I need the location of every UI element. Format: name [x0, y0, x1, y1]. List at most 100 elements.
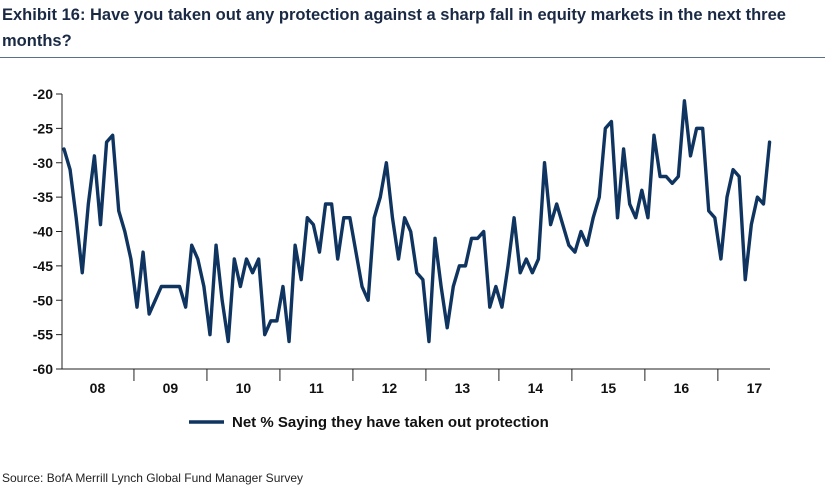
chart-title: Exhibit 16: Have you taken out any prote…: [2, 6, 786, 50]
data-point: [470, 237, 473, 240]
data-point: [111, 134, 114, 137]
data-point: [318, 250, 321, 254]
data-point: [360, 285, 364, 288]
data-point: [731, 168, 735, 171]
data-point: [701, 127, 704, 130]
data-point: [719, 257, 723, 261]
data-point: [190, 244, 193, 247]
legend-label: Net % Saying they have taken out protect…: [232, 414, 549, 431]
data-point: [750, 223, 753, 226]
data-point: [129, 257, 133, 261]
x-tick-label: 10: [236, 380, 252, 396]
data-point: [652, 134, 656, 137]
data-point: [287, 340, 291, 343]
data-point: [695, 127, 698, 130]
data-point: [81, 271, 84, 274]
data-point: [604, 127, 607, 130]
data-point: [482, 230, 485, 233]
data-point: [634, 216, 637, 219]
data-point: [598, 195, 601, 199]
data-point: [445, 326, 449, 329]
data-point: [725, 195, 729, 199]
data-point: [300, 278, 303, 281]
data-point: [579, 230, 583, 233]
y-tick-label: -30: [33, 155, 53, 171]
data-point: [762, 202, 765, 206]
data-point: [105, 140, 108, 144]
data-point: [397, 257, 400, 261]
data-point: [257, 257, 260, 261]
x-axis: 08 09 10 11 12 13 14 15 16 17: [62, 368, 770, 396]
data-point: [306, 216, 309, 219]
data-point: [421, 278, 425, 281]
data-point: [409, 230, 412, 233]
data-point: [354, 250, 358, 254]
data-point: [506, 264, 510, 268]
data-point: [683, 99, 686, 103]
data-point: [154, 299, 157, 302]
data-point: [330, 202, 333, 206]
data-point: [220, 299, 224, 302]
x-tick-label: 11: [309, 380, 324, 396]
data-point: [281, 285, 285, 288]
y-tick-label: -55: [33, 327, 53, 343]
y-tick-label: -35: [33, 189, 53, 205]
data-point: [567, 244, 571, 247]
title-divider: [0, 57, 825, 58]
data-point: [117, 209, 120, 213]
data-point: [178, 285, 181, 288]
series-points: [62, 99, 771, 343]
data-point: [141, 250, 145, 254]
data-point: [385, 161, 388, 164]
data-point: [689, 154, 692, 158]
data-point: [62, 147, 66, 151]
data-point: [227, 340, 230, 343]
data-point: [233, 257, 236, 261]
data-point: [166, 285, 169, 288]
data-point: [646, 216, 650, 219]
data-point: [433, 237, 437, 240]
data-point: [373, 216, 376, 219]
y-tick-label: -40: [33, 224, 53, 240]
data-point: [744, 278, 747, 281]
data-point: [269, 319, 273, 323]
legend: Net % Saying they have taken out protect…: [189, 414, 549, 431]
data-point: [737, 175, 741, 178]
data-point: [616, 216, 619, 219]
data-point: [658, 175, 662, 178]
data-point: [342, 216, 345, 219]
data-point: [549, 223, 552, 226]
data-point: [628, 202, 631, 206]
data-point: [366, 299, 370, 302]
y-tick-label: -45: [33, 258, 53, 274]
y-tick-label: -60: [33, 361, 53, 377]
data-point: [68, 168, 72, 171]
data-point: [379, 195, 382, 199]
x-tick-label: 15: [601, 380, 617, 396]
data-point: [531, 271, 534, 274]
data-point: [147, 312, 151, 316]
data-point: [160, 285, 163, 288]
data-point: [561, 223, 564, 226]
data-point: [245, 257, 248, 261]
data-point: [518, 271, 522, 274]
data-point: [263, 333, 266, 336]
data-point: [464, 264, 467, 268]
line-chart: -20 -25 -30 -35 -40 -45 -50 -55 -60 08 09 10 11 12 13…: [33, 86, 772, 431]
data-point: [184, 305, 187, 309]
y-ticks: -20 -25 -30 -35 -40 -45 -50 -55 -60: [33, 86, 62, 377]
data-point: [172, 285, 175, 288]
data-point: [391, 216, 394, 219]
data-point: [251, 271, 254, 274]
data-point: [123, 230, 127, 233]
data-point: [555, 202, 558, 206]
data-point: [512, 216, 516, 219]
data-point: [768, 140, 771, 144]
data-point: [543, 161, 546, 164]
data-point: [476, 237, 479, 240]
data-point: [202, 285, 206, 288]
data-point: [208, 333, 212, 336]
data-point: [640, 189, 644, 192]
source-note: Source: BofA Merrill Lynch Global Fund M…: [2, 471, 304, 485]
data-point: [537, 257, 540, 261]
